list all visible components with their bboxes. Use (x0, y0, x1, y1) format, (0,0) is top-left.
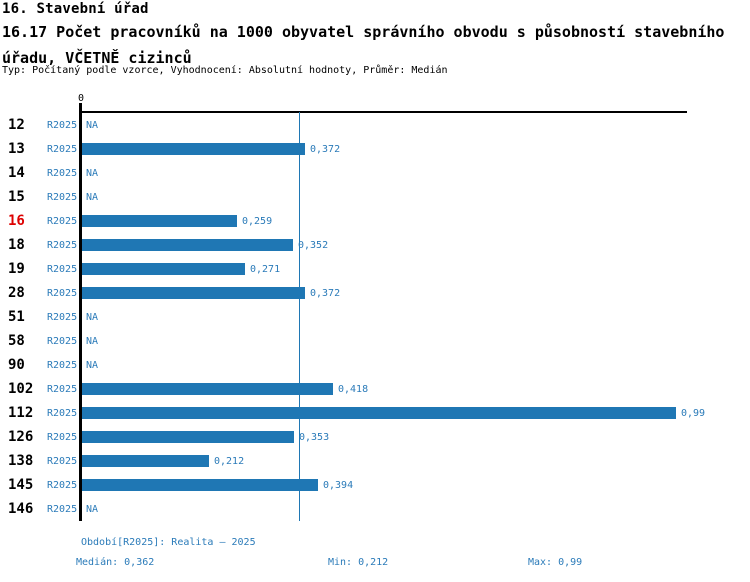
row-id-label: 90 (8, 357, 25, 373)
value-bar (82, 239, 293, 251)
row-na-label: NA (86, 312, 99, 323)
bar-value-label: 0,418 (338, 384, 369, 395)
footer-median-label: Medián: 0,362 (76, 557, 155, 568)
row-period-label: R2025 (47, 192, 78, 203)
value-bar (82, 479, 318, 491)
row-id-label: 145 (8, 477, 34, 493)
row-id-label: 58 (8, 333, 25, 349)
value-bar (82, 287, 305, 299)
x-axis-zero-tick-label: 0 (77, 93, 85, 104)
table-row: 19 R2025 0,271 (0, 257, 750, 281)
row-na-label: NA (86, 504, 99, 515)
value-bar (82, 407, 676, 419)
row-na-label: NA (86, 168, 99, 179)
x-axis-line (80, 111, 687, 113)
table-row: 16 R2025 0,259 (0, 209, 750, 233)
value-bar (82, 263, 245, 275)
row-period-label: R2025 (47, 504, 78, 515)
table-row: 112 R2025 0,99 (0, 401, 750, 425)
row-period-label: R2025 (47, 240, 78, 251)
row-id-label: 102 (8, 381, 34, 397)
row-period-label: R2025 (47, 408, 78, 419)
table-row: 18 R2025 0,352 (0, 233, 750, 257)
row-period-label: R2025 (47, 288, 78, 299)
row-id-label: 15 (8, 189, 25, 205)
table-row: 13 R2025 0,372 (0, 137, 750, 161)
table-row: 145 R2025 0,394 (0, 473, 750, 497)
row-na-label: NA (86, 120, 99, 131)
row-period-label: R2025 (47, 336, 78, 347)
table-row: 15 R2025 NA (0, 185, 750, 209)
y-axis-line (79, 103, 82, 521)
row-id-label: 13 (8, 141, 25, 157)
table-row: 138 R2025 0,212 (0, 449, 750, 473)
row-period-label: R2025 (47, 480, 78, 491)
row-id-label: 146 (8, 501, 34, 517)
table-row: 146 R2025 NA (0, 497, 750, 521)
table-row: 126 R2025 0,353 (0, 425, 750, 449)
table-row: 51 R2025 NA (0, 305, 750, 329)
table-row: 90 R2025 NA (0, 353, 750, 377)
bar-value-label: 0,372 (310, 144, 341, 155)
row-period-label: R2025 (47, 168, 78, 179)
footer-period-label: Období[R2025]: Realita – 2025 (81, 537, 256, 548)
row-period-label: R2025 (47, 216, 78, 227)
table-row: 14 R2025 NA (0, 161, 750, 185)
row-id-label: 51 (8, 309, 25, 325)
row-period-label: R2025 (47, 144, 78, 155)
bar-value-label: 0,353 (299, 432, 330, 443)
row-id-label: 12 (8, 117, 25, 133)
table-row: 102 R2025 0,418 (0, 377, 750, 401)
value-bar (82, 383, 333, 395)
bar-value-label: 0,372 (310, 288, 341, 299)
indicator-subtitle: 16.17 Počet pracovníků na 1000 obyvatel … (2, 23, 725, 67)
row-id-label: 112 (8, 405, 34, 421)
bar-value-label: 0,394 (323, 480, 354, 491)
row-id-label: 16 (8, 213, 25, 229)
value-bar (82, 431, 294, 443)
row-id-label: 28 (8, 285, 25, 301)
row-na-label: NA (86, 360, 99, 371)
page-title: 16. Stavební úřad (2, 1, 149, 17)
bar-value-label: 0,259 (242, 216, 273, 227)
bar-value-label: 0,212 (214, 456, 245, 467)
row-period-label: R2025 (47, 312, 78, 323)
footer-min-label: Min: 0,212 (328, 557, 389, 568)
row-na-label: NA (86, 336, 99, 347)
value-bar (82, 455, 209, 467)
bar-value-label: 0,352 (298, 240, 329, 251)
row-period-label: R2025 (47, 384, 78, 395)
table-row: 58 R2025 NA (0, 329, 750, 353)
row-id-label: 126 (8, 429, 34, 445)
row-id-label: 18 (8, 237, 25, 253)
row-id-label: 19 (8, 261, 25, 277)
median-reference-line (299, 112, 300, 521)
row-na-label: NA (86, 192, 99, 203)
row-period-label: R2025 (47, 456, 78, 467)
row-period-label: R2025 (47, 264, 78, 275)
row-period-label: R2025 (47, 120, 78, 131)
footer-max-label: Max: 0,99 (528, 557, 583, 568)
indicator-meta: Typ: Počítaný podle vzorce, Vyhodnocení:… (2, 65, 448, 76)
table-row: 28 R2025 0,372 (0, 281, 750, 305)
row-id-label: 138 (8, 453, 34, 469)
value-bar (82, 143, 305, 155)
row-id-label: 14 (8, 165, 25, 181)
bar-value-label: 0,271 (250, 264, 281, 275)
row-period-label: R2025 (47, 432, 78, 443)
value-bar (82, 215, 237, 227)
row-period-label: R2025 (47, 360, 78, 371)
bar-value-label: 0,99 (681, 408, 706, 419)
table-row: 12 R2025 NA (0, 113, 750, 137)
